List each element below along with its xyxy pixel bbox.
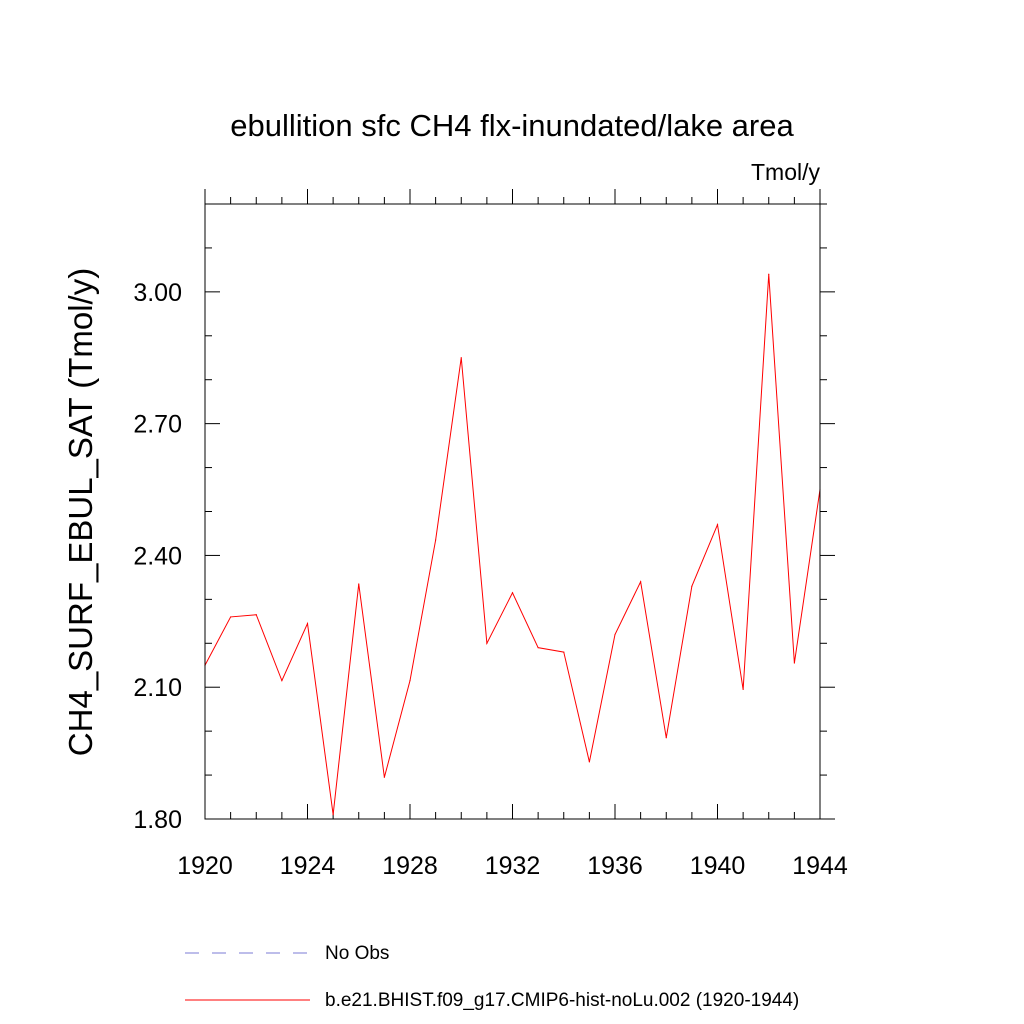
data-point (255, 614, 257, 616)
data-point (665, 737, 667, 739)
data-point (358, 583, 360, 585)
data-point (691, 585, 693, 587)
data-point (460, 357, 462, 359)
y-tick-label: 2.70 (133, 411, 182, 439)
data-point (537, 647, 539, 649)
data-series (204, 273, 821, 816)
data-point (435, 539, 437, 541)
x-tick-label: 1920 (177, 852, 233, 880)
x-tick-label: 1928 (382, 852, 438, 880)
legend: No Obs b.e21.BHIST.f09_g17.CMIP6-hist-no… (185, 943, 799, 1011)
legend-label-model: b.e21.BHIST.f09_g17.CMIP6-hist-noLu.002 … (325, 990, 799, 1011)
chart-title: ebullition sfc CH4 flx-inundated/lake ar… (230, 108, 794, 143)
data-point (281, 680, 283, 682)
y-tick-label: 2.10 (133, 674, 182, 702)
data-point (383, 776, 385, 778)
axis-ticks (204, 189, 835, 820)
plot-frame (204, 203, 821, 820)
legend-label-no-obs: No Obs (325, 943, 389, 964)
data-point (486, 642, 488, 644)
data-point (306, 622, 309, 625)
data-point (230, 616, 232, 618)
data-point (768, 273, 770, 275)
y-tick-label: 3.00 (133, 279, 182, 307)
data-point (614, 633, 616, 636)
data-point (793, 662, 795, 664)
x-tick-label: 1936 (587, 852, 643, 880)
data-point (742, 688, 744, 691)
data-point (640, 581, 642, 583)
y-axis-label: CH4_SURF_EBUL_SAT (Tmol/y) (62, 268, 99, 756)
data-point (563, 651, 565, 653)
data-point (511, 592, 514, 594)
x-tick-label: 1944 (792, 852, 848, 880)
y-tick-label: 1.80 (133, 806, 182, 834)
data-point (409, 680, 411, 682)
data-point (716, 524, 719, 526)
units-label: Tmol/y (751, 159, 821, 185)
x-tick-label: 1932 (485, 852, 541, 880)
data-point (588, 761, 590, 763)
tick-labels: 1920 1924 1928 1932 1936 1940 1944 1.80 2.10 2.40… (133, 279, 848, 880)
y-tick-label: 2.40 (133, 542, 182, 570)
x-tick-label: 1940 (690, 852, 746, 880)
data-point (332, 814, 334, 816)
x-tick-label: 1924 (280, 852, 336, 880)
